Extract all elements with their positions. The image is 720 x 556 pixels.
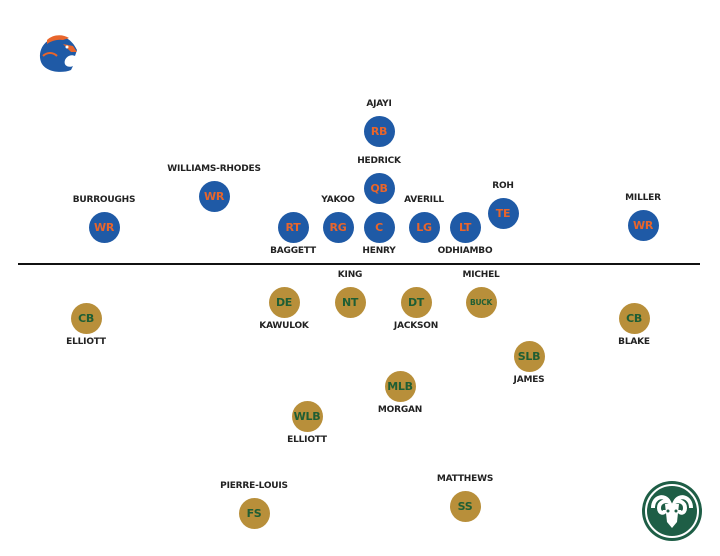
offense-player-name: YAKOO: [321, 195, 355, 205]
offense-player-name: MILLER: [625, 193, 661, 203]
defense-player-fs: FS: [238, 497, 270, 529]
defense-player-name: ELLIOTT: [66, 337, 106, 347]
defense-player-cb: CB: [618, 302, 650, 334]
defense-player-dt: DT: [400, 286, 432, 318]
offense-player-lt: LT: [449, 211, 481, 243]
offense-player-name: AVERILL: [404, 195, 444, 205]
offense-player-qb: QB: [363, 172, 395, 204]
defense-player-name: PIERRE-LOUIS: [220, 481, 288, 491]
offense-player-rb: RB: [363, 115, 395, 147]
offense-player-name: HENRY: [362, 246, 396, 256]
defense-player-name: MORGAN: [377, 405, 423, 415]
offense-player-name: WILLIAMS-RHODES: [167, 164, 261, 174]
defense-player-nt: NT: [334, 286, 366, 318]
offense-player-c: C: [363, 211, 395, 243]
colorado-state-ram-logo-icon: [641, 480, 703, 546]
offense-player-lg: LG: [408, 211, 440, 243]
defense-player-name: KING: [337, 270, 363, 280]
offense-player-wr: WR: [88, 211, 120, 243]
defense-player-de: DE: [268, 286, 300, 318]
defense-player-name: MATTHEWS: [436, 474, 494, 484]
offense-player-wr: WR: [198, 180, 230, 212]
offense-player-name: ROH: [492, 181, 514, 191]
offense-player-name: AJAYI: [366, 99, 392, 109]
defense-player-slb: SLB: [513, 340, 545, 372]
defense-player-name: JAMES: [513, 375, 545, 385]
offense-player-name: BAGGETT: [270, 246, 316, 256]
defense-player-name: ELLIOTT: [287, 435, 327, 445]
offense-player-rt: RT: [277, 211, 309, 243]
defense-player-mlb: MLB: [384, 370, 416, 402]
line-of-scrimmage: [18, 263, 700, 265]
offense-player-name: ODHIAMBO: [437, 246, 493, 256]
offense-player-wr: WR: [627, 209, 659, 241]
defense-player-wlb: WLB: [291, 400, 323, 432]
defense-player-name: JACKSON: [393, 321, 439, 331]
defense-player-name: MICHEL: [462, 270, 500, 280]
offense-player-te: TE: [487, 197, 519, 229]
defense-player-name: KAWULOK: [259, 321, 309, 331]
defense-player-ss: SS: [449, 490, 481, 522]
boise-state-bronco-logo-icon: [33, 32, 81, 78]
defense-player-buck: BUCK: [465, 286, 497, 318]
offense-player-name: BURROUGHS: [72, 195, 136, 205]
defense-player-name: BLAKE: [618, 337, 650, 347]
offense-player-name: HEDRICK: [357, 156, 401, 166]
offense-player-rg: RG: [322, 211, 354, 243]
defense-player-cb: CB: [70, 302, 102, 334]
